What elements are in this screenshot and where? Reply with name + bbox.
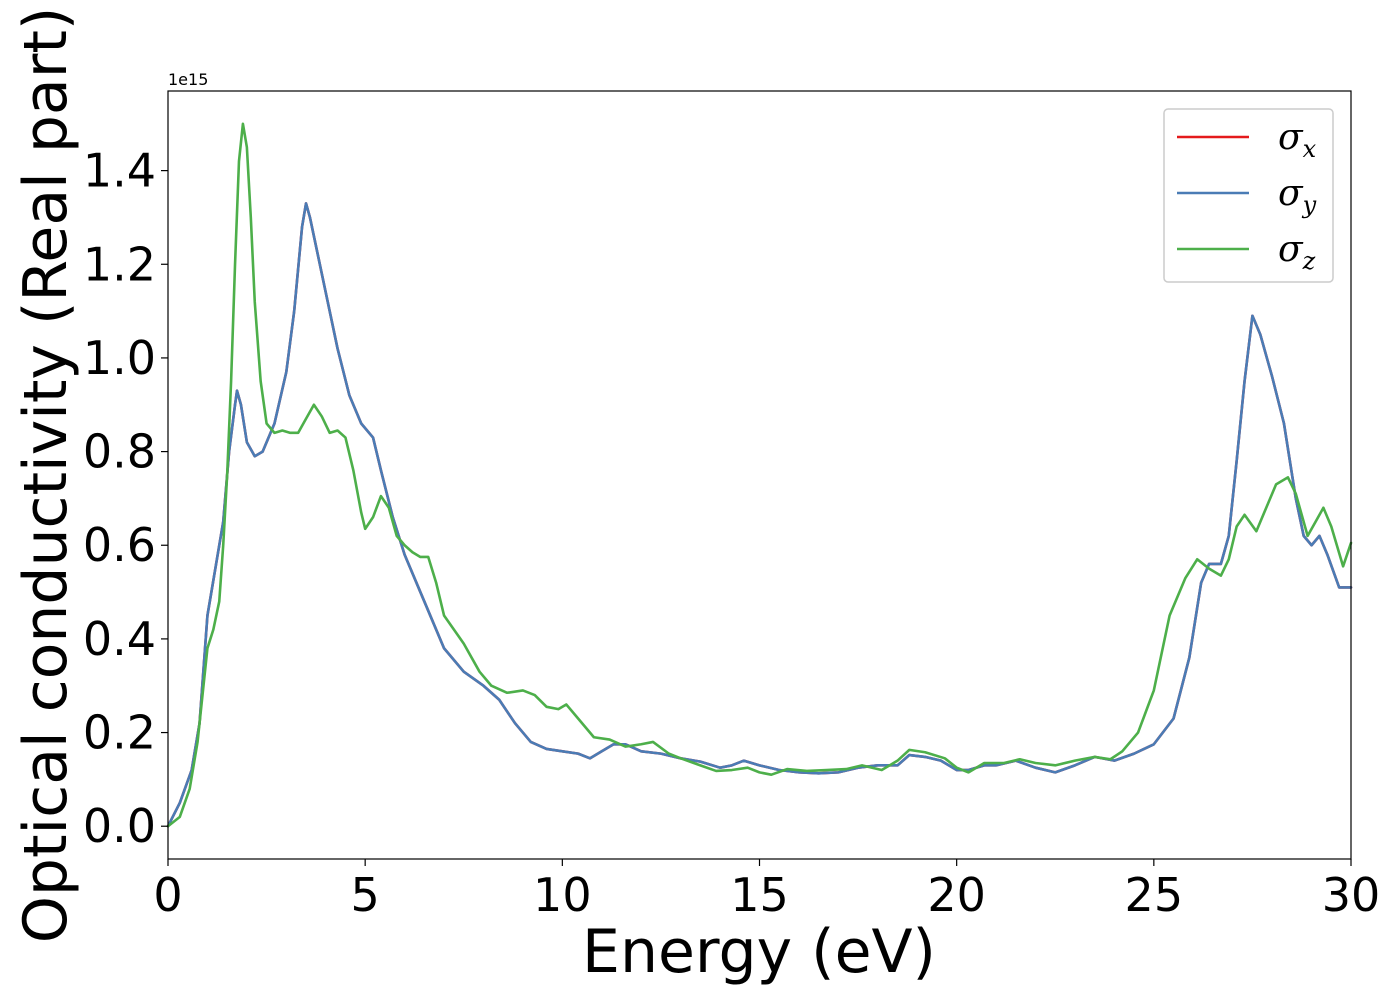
x-axis-label: Energy (eV) — [582, 917, 936, 987]
y-tick-label-0: 0.0 — [83, 799, 156, 853]
x-tick-label-1: 5 — [351, 868, 380, 922]
legend-subscript: x — [1303, 135, 1317, 163]
legend-label-y: σy — [1278, 173, 1317, 219]
y-tick-label-4: 0.8 — [83, 425, 156, 479]
legend-subscript: y — [1302, 191, 1317, 219]
y-tick-label-6: 1.2 — [83, 237, 156, 291]
y-tick-label-2: 0.4 — [83, 612, 156, 666]
x-tick-label-2: 10 — [533, 868, 592, 922]
x-tick-label-4: 20 — [927, 868, 986, 922]
legend-label-z: σz — [1278, 229, 1316, 275]
y-tick-label-5: 1.0 — [83, 331, 156, 385]
y-axis: 0.0 0.2 0.4 0.6 0.8 1.0 1.2 1.4 — [83, 144, 168, 853]
legend-subscript: z — [1302, 247, 1316, 275]
x-tick-label-0: 0 — [153, 868, 182, 922]
x-axis: 0 5 10 15 20 25 30 — [153, 859, 1380, 922]
y-axis-label: Optical conductivity (Real part) — [11, 7, 81, 944]
series-layer — [166, 122, 1353, 828]
legend-label-x: σx — [1278, 117, 1317, 163]
plot-area — [168, 91, 1351, 859]
y-tick-label-3: 0.6 — [83, 518, 156, 572]
x-tick-label-6: 30 — [1322, 868, 1381, 922]
x-tick-label-3: 15 — [730, 868, 789, 922]
x-tick-label-5: 25 — [1125, 868, 1184, 922]
y-offset-label: 1e15 — [168, 70, 208, 89]
y-tick-label-7: 1.4 — [83, 144, 156, 198]
series-line-z — [166, 122, 1353, 828]
y-tick-label-1: 0.2 — [83, 706, 156, 760]
legend-symbol: σ — [1278, 229, 1304, 270]
legend-symbol: σ — [1278, 117, 1304, 158]
legend-symbol: σ — [1278, 173, 1304, 214]
legend-box — [1163, 108, 1334, 283]
